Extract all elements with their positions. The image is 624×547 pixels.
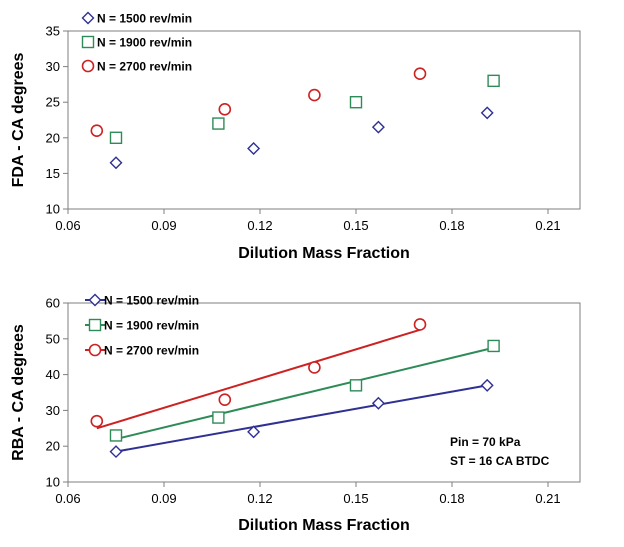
x-tick-label: 0.09 (151, 218, 176, 233)
data-point (90, 414, 104, 428)
legend-marker (88, 318, 102, 332)
x-tick-label: 0.09 (151, 491, 176, 506)
data-point (247, 425, 261, 439)
plot-area (67, 30, 581, 210)
data-point (247, 141, 261, 155)
data-point (308, 88, 321, 102)
data-point (109, 429, 123, 442)
data-point (218, 103, 232, 116)
y-tick-label: 10 (46, 202, 60, 217)
data-point (371, 396, 385, 410)
data-point (109, 156, 123, 170)
x-tick-label: 0.18 (439, 491, 464, 506)
data-point (371, 120, 385, 134)
y-tick-label: 15 (46, 166, 60, 181)
x-axis-title: Dilution Mass Fraction (238, 517, 410, 534)
data-point (349, 95, 363, 109)
x-tick-label: 0.18 (439, 218, 464, 233)
x-tick-label: 0.21 (535, 218, 560, 233)
y-tick-label: 20 (46, 439, 60, 454)
plot-area (67, 302, 581, 483)
annotation-text: Pin = 70 kPa (450, 435, 521, 449)
legend-marker (81, 59, 95, 73)
y-tick-label: 35 (46, 24, 60, 39)
data-point (109, 131, 123, 145)
rba-chart: 10 20 30 40 50 60 0.06 0.09 0.12 0.15 0.18 0.21 Dilu… (10, 293, 581, 534)
x-tick-label: 0.15 (343, 218, 368, 233)
y-tick-label: 10 (46, 475, 60, 490)
data-point (480, 106, 494, 120)
data-point (413, 318, 427, 331)
annotation-text: ST = 16 CA BTDC (450, 454, 550, 468)
data-point (218, 393, 232, 406)
data-point (480, 378, 494, 392)
y-tick-label: 25 (46, 95, 60, 110)
y-tick-label: 20 (46, 130, 60, 145)
legend-label: N = 1900 rev/min (104, 319, 199, 333)
legend-marker (81, 11, 95, 25)
data-point (90, 124, 104, 137)
x-axis-title: Dilution Mass Fraction (238, 245, 410, 262)
fda-chart: 10 15 20 25 30 35 0.06 0.09 0.12 0.15 0.18 0.21 Dilu… (10, 11, 581, 262)
legend-label: N = 1500 rev/min (97, 12, 192, 26)
data-point (487, 74, 500, 88)
data-point (349, 379, 363, 392)
y-tick-label: 30 (46, 403, 60, 418)
x-tick-label: 0.12 (247, 491, 272, 506)
legend-label: N = 2700 rev/min (104, 344, 199, 358)
data-point (413, 67, 427, 81)
legend-marker (88, 343, 102, 357)
trendline (115, 384, 488, 453)
trendline (96, 328, 421, 430)
data-point (212, 411, 225, 424)
y-axis-title: FDA - CA degrees (10, 52, 27, 187)
data-point (109, 445, 123, 459)
legend-marker (81, 35, 95, 49)
y-tick-label: 60 (46, 296, 60, 311)
x-tick-label: 0.06 (55, 491, 80, 506)
legend-marker (88, 293, 102, 307)
data-point (487, 339, 500, 353)
legend-label: N = 1500 rev/min (104, 294, 199, 308)
legend-label: N = 1900 rev/min (97, 36, 192, 50)
x-tick-label: 0.15 (343, 491, 368, 506)
legend-label: N = 2700 rev/min (97, 60, 192, 74)
trendline (115, 346, 494, 441)
x-tick-label: 0.06 (55, 218, 80, 233)
x-tick-label: 0.21 (535, 491, 560, 506)
y-tick-label: 40 (46, 367, 60, 382)
y-axis-title: RBA - CA degrees (10, 324, 27, 461)
x-tick-label: 0.12 (247, 218, 272, 233)
data-point (212, 117, 225, 130)
data-point (308, 361, 321, 374)
y-tick-label: 50 (46, 331, 60, 346)
y-tick-label: 30 (46, 59, 60, 74)
